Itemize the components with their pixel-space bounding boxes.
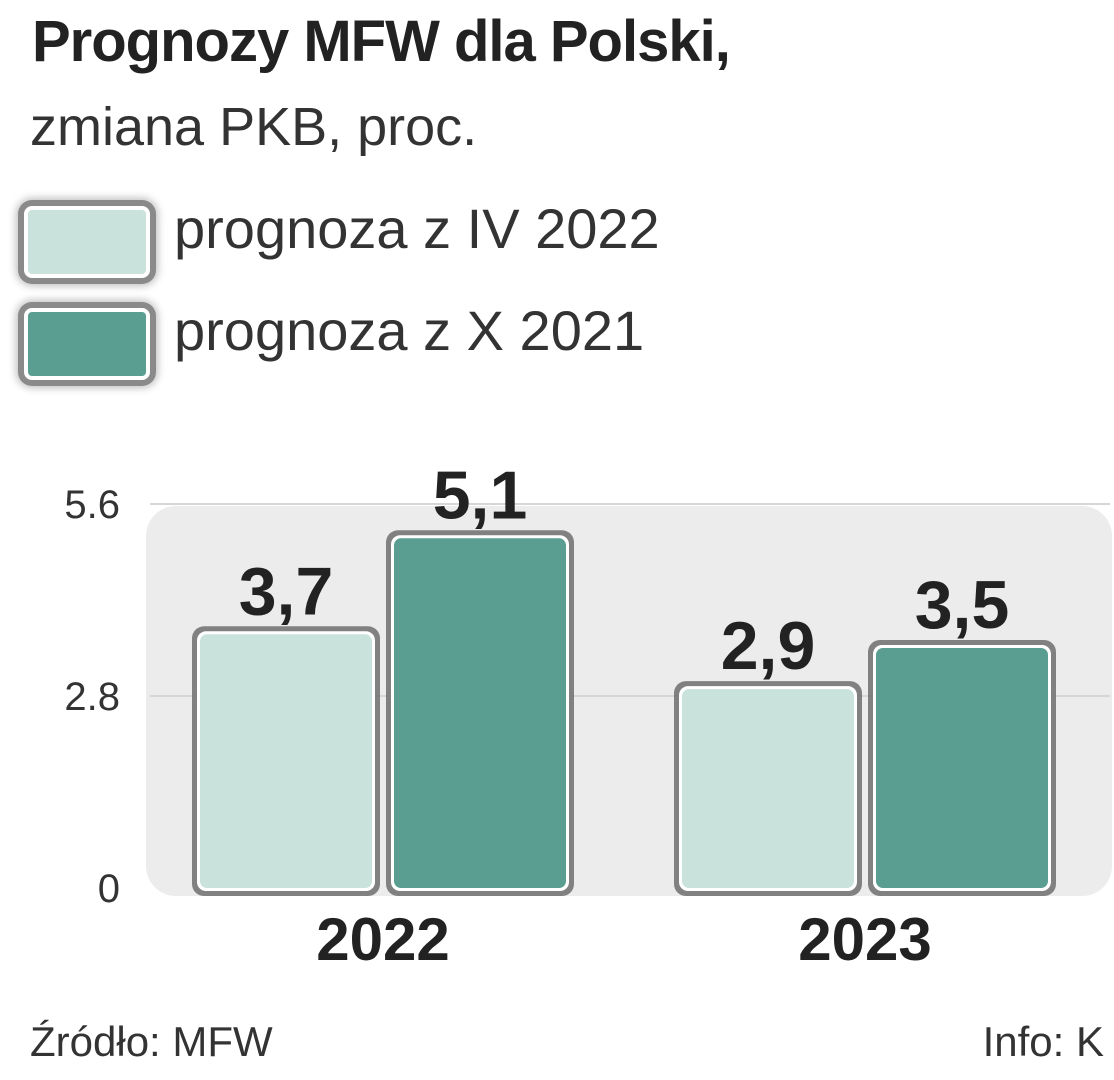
legend-label: prognoza z X 2021 — [174, 299, 645, 362]
bar-value-label: 5,1 — [433, 457, 528, 533]
category-label: 2023 — [798, 906, 931, 973]
y-tick-label: 2.8 — [64, 675, 120, 719]
bar — [394, 538, 566, 888]
credit-note: Info: K — [982, 1018, 1104, 1065]
bar-value-label: 3,5 — [915, 567, 1010, 643]
legend-swatch — [24, 206, 150, 278]
category-label: 2022 — [316, 906, 449, 973]
chart-subtitle: zmiana PKB, proc. — [30, 97, 478, 157]
legend-swatch — [24, 308, 150, 380]
bar — [876, 648, 1048, 888]
bar-value-label: 3,7 — [239, 553, 334, 629]
bar-value-label: 2,9 — [721, 608, 816, 684]
y-tick-label: 5.6 — [64, 483, 120, 527]
legend-label: prognoza z IV 2022 — [174, 197, 660, 260]
chart-title: Prognozy MFW dla Polski, — [32, 9, 731, 74]
legend-item-x-2021: prognoza z X 2021 — [14, 299, 914, 398]
bar — [682, 689, 854, 888]
bar-chart: 0 2.8 5.6 3,7 5,1 2022 2,9 3,5 2023 — [64, 457, 1112, 973]
y-tick-label: 0 — [98, 867, 120, 911]
bar — [200, 634, 372, 888]
legend-item-iv-2022: prognoza z IV 2022 — [14, 197, 914, 296]
source-note: Źródło: MFW — [30, 1018, 273, 1065]
